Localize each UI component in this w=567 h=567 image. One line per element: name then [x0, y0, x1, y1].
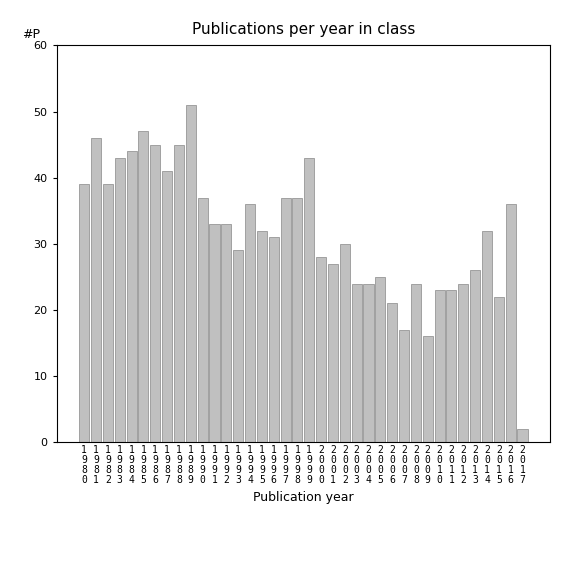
Bar — [518, 429, 527, 442]
Bar — [363, 284, 374, 442]
Bar — [209, 224, 219, 442]
Bar — [316, 257, 326, 442]
Bar — [91, 138, 101, 442]
Bar — [150, 145, 160, 442]
Bar — [198, 197, 208, 442]
Text: #P: #P — [22, 28, 40, 41]
Bar — [340, 244, 350, 442]
Bar — [269, 237, 279, 442]
Bar — [446, 290, 456, 442]
X-axis label: Publication year: Publication year — [253, 490, 354, 503]
Bar — [245, 204, 255, 442]
Bar — [221, 224, 231, 442]
Bar — [434, 290, 445, 442]
Bar — [399, 330, 409, 442]
Bar — [411, 284, 421, 442]
Bar — [482, 231, 492, 442]
Bar — [162, 171, 172, 442]
Bar — [115, 158, 125, 442]
Bar — [174, 145, 184, 442]
Bar — [257, 231, 267, 442]
Bar — [79, 184, 89, 442]
Bar — [387, 303, 397, 442]
Bar — [186, 105, 196, 442]
Bar — [423, 336, 433, 442]
Bar — [281, 197, 291, 442]
Bar — [233, 251, 243, 442]
Bar — [103, 184, 113, 442]
Bar — [458, 284, 468, 442]
Bar — [352, 284, 362, 442]
Bar — [126, 151, 137, 442]
Bar — [293, 197, 302, 442]
Bar — [494, 297, 504, 442]
Bar — [328, 264, 338, 442]
Bar — [506, 204, 516, 442]
Bar — [304, 158, 314, 442]
Bar — [470, 270, 480, 442]
Bar — [375, 277, 386, 442]
Title: Publications per year in class: Publications per year in class — [192, 22, 415, 37]
Bar — [138, 132, 149, 442]
